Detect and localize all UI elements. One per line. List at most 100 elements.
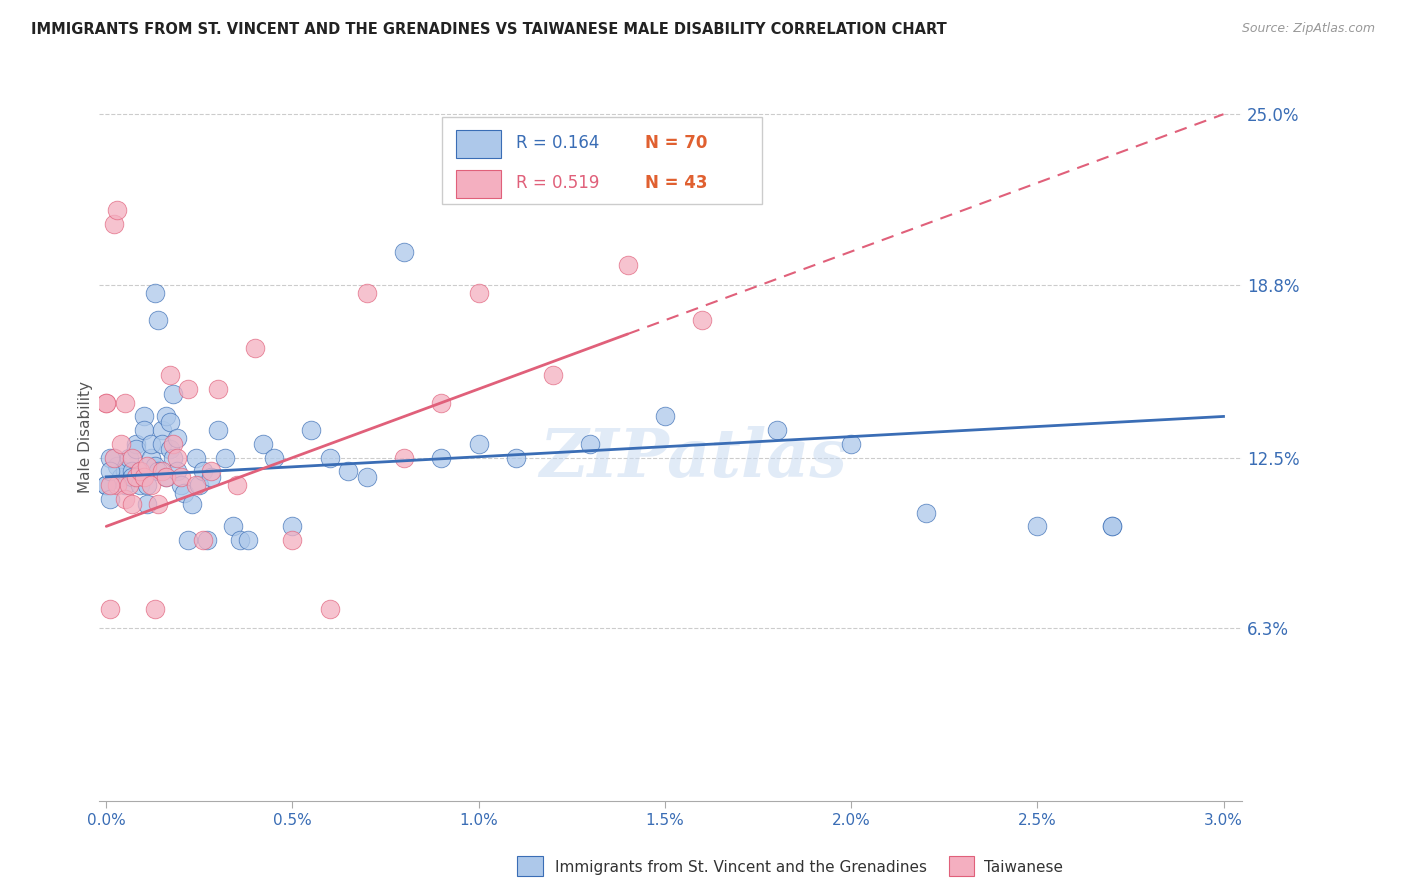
Point <box>319 602 342 616</box>
Point <box>467 285 489 300</box>
Point <box>229 533 252 547</box>
Point <box>1101 519 1123 533</box>
Point <box>117 478 139 492</box>
Bar <box>949 856 974 876</box>
Point <box>96 395 118 409</box>
Point <box>159 442 181 457</box>
Point <box>222 519 245 533</box>
Point <box>839 437 862 451</box>
Point <box>159 368 181 383</box>
Point <box>96 478 118 492</box>
Bar <box>517 856 543 876</box>
Point <box>150 437 173 451</box>
Point <box>107 478 129 492</box>
Point <box>143 285 166 300</box>
Text: R = 0.519: R = 0.519 <box>516 174 599 193</box>
Point <box>114 478 136 492</box>
Point <box>114 464 136 478</box>
Point <box>136 478 159 492</box>
Point <box>281 519 304 533</box>
Point <box>207 423 229 437</box>
Point <box>392 244 415 259</box>
Point <box>143 602 166 616</box>
Point <box>263 450 285 465</box>
Point <box>150 464 173 478</box>
Point <box>114 395 136 409</box>
Point <box>121 470 143 484</box>
Point <box>98 602 121 616</box>
Point <box>98 450 121 465</box>
Point <box>107 458 129 473</box>
Point <box>245 341 267 355</box>
Point <box>107 203 129 218</box>
Point <box>166 464 188 478</box>
Point <box>690 313 713 327</box>
Point <box>143 458 166 473</box>
Point <box>299 423 322 437</box>
Point <box>505 450 527 465</box>
Point <box>162 387 184 401</box>
Point <box>616 258 638 272</box>
Point <box>98 464 121 478</box>
Point <box>467 437 489 451</box>
Text: Taiwanese: Taiwanese <box>984 860 1063 874</box>
Point <box>132 423 155 437</box>
Text: ZIPatlas: ZIPatlas <box>540 426 848 491</box>
Point <box>139 437 162 451</box>
Point <box>136 458 159 473</box>
Point <box>191 464 214 478</box>
Point <box>430 395 453 409</box>
Point <box>139 478 162 492</box>
Point <box>914 506 936 520</box>
Point <box>98 491 121 506</box>
Point <box>1101 519 1123 533</box>
Bar <box>456 130 502 158</box>
Point <box>170 478 193 492</box>
Point <box>159 415 181 429</box>
Text: IMMIGRANTS FROM ST. VINCENT AND THE GRENADINES VS TAIWANESE MALE DISABILITY CORR: IMMIGRANTS FROM ST. VINCENT AND THE GREN… <box>31 22 946 37</box>
Point <box>128 464 150 478</box>
Point <box>155 409 177 424</box>
Point <box>356 470 378 484</box>
Point <box>110 470 132 484</box>
Point <box>184 478 207 492</box>
Point <box>117 450 139 465</box>
Point <box>148 497 170 511</box>
Point <box>162 437 184 451</box>
Point <box>207 382 229 396</box>
Bar <box>441 117 762 204</box>
Point <box>170 470 193 484</box>
Point <box>128 464 150 478</box>
Text: R = 0.164: R = 0.164 <box>516 134 599 153</box>
Point <box>430 450 453 465</box>
Point <box>121 450 143 465</box>
Point <box>337 464 360 478</box>
Point <box>195 533 218 547</box>
Point <box>96 478 118 492</box>
Point <box>654 409 676 424</box>
Point <box>155 470 177 484</box>
Point <box>136 497 159 511</box>
Point <box>103 450 125 465</box>
Text: N = 43: N = 43 <box>645 174 707 193</box>
Point <box>541 368 564 383</box>
Point <box>200 464 222 478</box>
Point <box>765 423 787 437</box>
Point <box>125 470 148 484</box>
Text: Immigrants from St. Vincent and the Grenadines: Immigrants from St. Vincent and the Gren… <box>555 860 928 874</box>
Point <box>319 450 342 465</box>
Point <box>214 450 236 465</box>
Y-axis label: Male Disability: Male Disability <box>79 381 93 493</box>
Point <box>125 442 148 457</box>
Point <box>191 533 214 547</box>
Point <box>356 285 378 300</box>
Point <box>281 533 304 547</box>
Bar <box>456 170 502 198</box>
Point <box>236 533 259 547</box>
Point <box>1026 519 1049 533</box>
Point <box>177 533 200 547</box>
Point <box>132 470 155 484</box>
Point <box>121 497 143 511</box>
Point <box>184 450 207 465</box>
Point <box>392 450 415 465</box>
